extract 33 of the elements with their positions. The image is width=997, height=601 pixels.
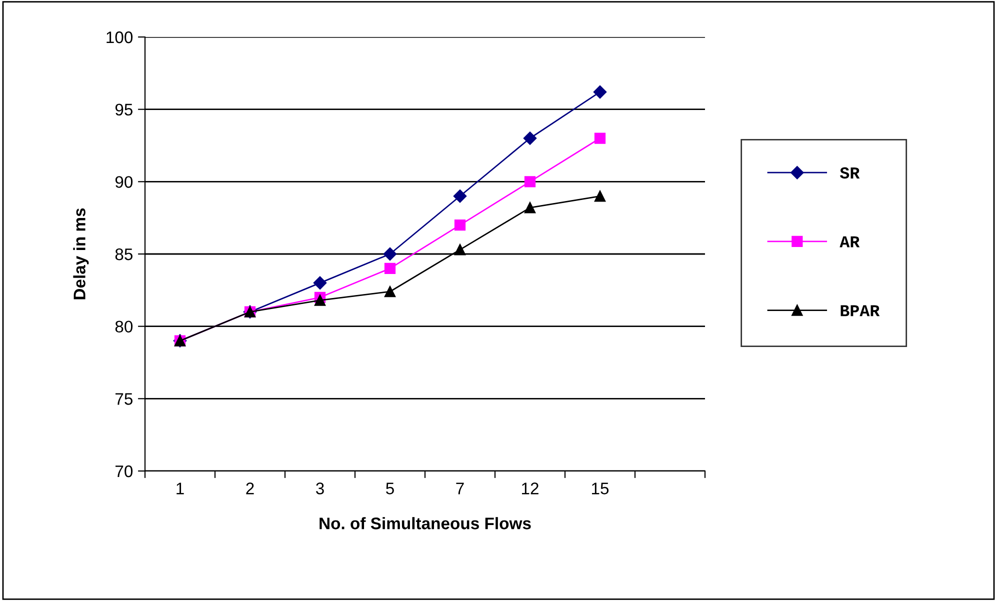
x-tick-label: 2 — [246, 482, 254, 494]
point — [384, 286, 396, 298]
y-tick-label: 80 — [115, 320, 133, 333]
x-tick-label: 1 — [176, 482, 184, 494]
point — [594, 190, 606, 202]
x-axis-title: No. of Simultaneous Flows — [320, 517, 531, 530]
y-tick-label: 100 — [106, 31, 133, 44]
point — [524, 202, 536, 214]
point — [594, 132, 606, 144]
y-tick-label: 85 — [115, 248, 132, 260]
point — [313, 276, 327, 290]
point — [314, 294, 326, 306]
x-tick-label: 3 — [316, 482, 324, 494]
point — [524, 176, 536, 188]
x-tick-label: 5 — [386, 482, 394, 494]
point — [523, 132, 537, 145]
y-tick-label: 70 — [116, 465, 133, 478]
x-tick-label: 15 — [592, 482, 609, 494]
y-tick-label: 95 — [115, 104, 132, 116]
point — [383, 247, 397, 261]
x-tick-label: 7 — [456, 482, 464, 494]
point — [454, 220, 466, 231]
legend-label: AR — [840, 236, 860, 248]
legend-label: BPAR — [840, 305, 880, 316]
y-tick-label: 90 — [115, 176, 133, 188]
point — [453, 190, 467, 203]
y-axis-title: Delay in ms — [73, 208, 89, 300]
x-tick-label: 12 — [522, 482, 538, 494]
y-tick-label: 75 — [116, 393, 132, 405]
point — [454, 244, 466, 256]
point — [384, 262, 396, 274]
point — [593, 85, 607, 99]
legend-label: SR — [840, 167, 860, 179]
